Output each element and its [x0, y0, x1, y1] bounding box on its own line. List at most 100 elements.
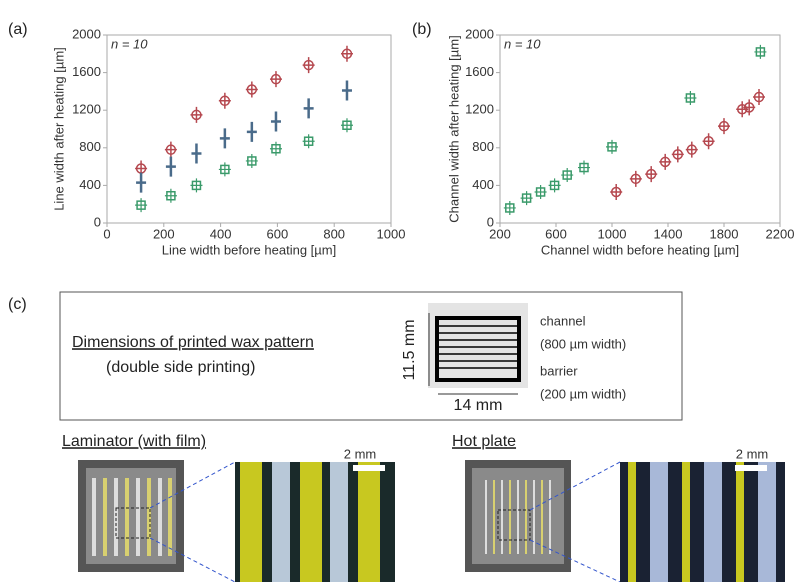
point — [270, 111, 281, 132]
photo-label: Hot plate — [452, 433, 516, 450]
x-tick-label: 1000 — [598, 226, 627, 241]
marker — [303, 98, 314, 119]
marker — [136, 172, 147, 193]
marker-cross — [340, 118, 353, 133]
plot-frame — [106, 34, 392, 224]
scale-label: 2 mm — [736, 446, 769, 461]
annotation: n = 10 — [504, 36, 541, 51]
point — [245, 153, 258, 168]
marker-cross — [164, 188, 177, 203]
chart: (a) n = 10 0 200 400 600 800 1000 0 400 800 1200 160… — [8, 21, 405, 257]
marker-cross — [164, 141, 177, 158]
barrier: barrier — [540, 363, 578, 378]
y-axis-label: Channel width after heating [µm] — [446, 35, 461, 222]
marker-cross — [743, 99, 756, 116]
marker — [165, 156, 176, 177]
point — [629, 170, 642, 187]
plot-frame — [499, 34, 781, 224]
channel-width: (800 µm width) — [540, 336, 626, 351]
y-tick-label: 800 — [79, 139, 101, 154]
marker-cross — [606, 139, 618, 154]
marker-cross — [302, 57, 315, 74]
pattern-title: Dimensions of printed wax pattern — [72, 334, 314, 351]
point — [303, 98, 314, 119]
point — [753, 89, 765, 106]
point — [561, 168, 574, 183]
marker-cross — [245, 81, 258, 98]
point — [218, 162, 231, 177]
x-tick-label: 200 — [153, 226, 175, 241]
marker-cross — [520, 191, 533, 206]
point — [218, 92, 231, 109]
point — [219, 128, 230, 149]
barrier-width: (200 µm width) — [540, 386, 626, 401]
point — [341, 80, 352, 101]
x-tick-label: 600 — [267, 226, 289, 241]
height-label: 11.5 mm — [401, 319, 418, 380]
point — [164, 188, 177, 203]
panel-label: (c) — [8, 296, 27, 313]
marker — [219, 128, 230, 149]
y-tick-label: 1600 — [465, 64, 494, 79]
y-tick-label: 2000 — [72, 26, 101, 41]
frame — [59, 291, 683, 421]
x-tick-label: 200 — [489, 226, 511, 241]
x-tick-label: 1000 — [377, 226, 406, 241]
x-tick-label: 1800 — [710, 226, 739, 241]
marker-cross — [610, 183, 623, 200]
marker-cross — [190, 178, 203, 193]
point — [269, 141, 282, 156]
marker-cross — [685, 141, 698, 158]
photo — [78, 460, 395, 582]
photo — [465, 460, 785, 582]
y-tick-label: 800 — [472, 139, 494, 154]
point — [190, 178, 203, 193]
panel-c: (c) Dimensions of printed wax pattern (d… — [8, 291, 785, 582]
x-tick-label: 400 — [210, 226, 232, 241]
annotation: n = 10 — [111, 36, 148, 51]
point — [671, 146, 684, 163]
point — [534, 184, 547, 199]
marker-cross — [245, 153, 258, 168]
point — [245, 81, 258, 98]
marker-cross — [753, 89, 765, 106]
point — [269, 71, 282, 88]
pattern-bg — [428, 303, 528, 388]
point — [659, 153, 672, 170]
point — [610, 183, 623, 200]
marker-cross — [340, 45, 353, 62]
panel-label: (a) — [8, 21, 28, 38]
marker-cross — [659, 153, 672, 170]
x-tick-label: 1400 — [654, 226, 683, 241]
y-tick-label: 400 — [79, 177, 101, 192]
y-tick-label: 0 — [487, 214, 494, 229]
scale-label: 2 mm — [344, 446, 377, 461]
y-tick-label: 1200 — [72, 102, 101, 117]
point — [246, 121, 257, 142]
point — [684, 90, 697, 105]
marker-cross — [503, 200, 516, 215]
marker — [246, 121, 257, 142]
marker-cross — [190, 106, 203, 123]
pattern — [435, 316, 521, 382]
point — [136, 172, 147, 193]
point — [520, 191, 533, 206]
point — [503, 200, 516, 215]
marker-cross — [269, 141, 282, 156]
marker-cross — [736, 101, 749, 118]
channel: channel — [540, 313, 586, 328]
marker-cross — [671, 146, 684, 163]
point — [754, 44, 767, 59]
marker-cross — [269, 71, 282, 88]
y-axis-label: Line width after heating [µm] — [51, 47, 66, 211]
y-tick-label: 1600 — [72, 64, 101, 79]
point — [685, 141, 698, 158]
width-label: 14 mm — [454, 397, 503, 414]
marker-cross — [754, 44, 767, 59]
pattern-subtitle: (double side printing) — [106, 359, 255, 376]
marker-cross — [218, 92, 231, 109]
point — [165, 156, 176, 177]
marker-cross — [718, 118, 730, 135]
marker-cross — [645, 166, 658, 183]
point — [190, 106, 203, 123]
